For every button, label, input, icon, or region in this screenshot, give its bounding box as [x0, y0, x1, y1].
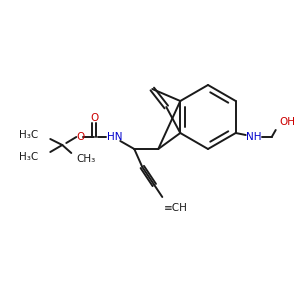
Text: O: O: [76, 132, 84, 142]
Text: O: O: [90, 113, 98, 123]
Text: H₃C: H₃C: [19, 130, 38, 140]
Text: OH: OH: [280, 117, 296, 127]
Text: HN: HN: [106, 132, 122, 142]
Text: NH: NH: [246, 132, 262, 142]
Text: H₃C: H₃C: [19, 152, 38, 162]
Text: CH₃: CH₃: [76, 154, 95, 164]
Text: ≡CH: ≡CH: [164, 203, 188, 213]
